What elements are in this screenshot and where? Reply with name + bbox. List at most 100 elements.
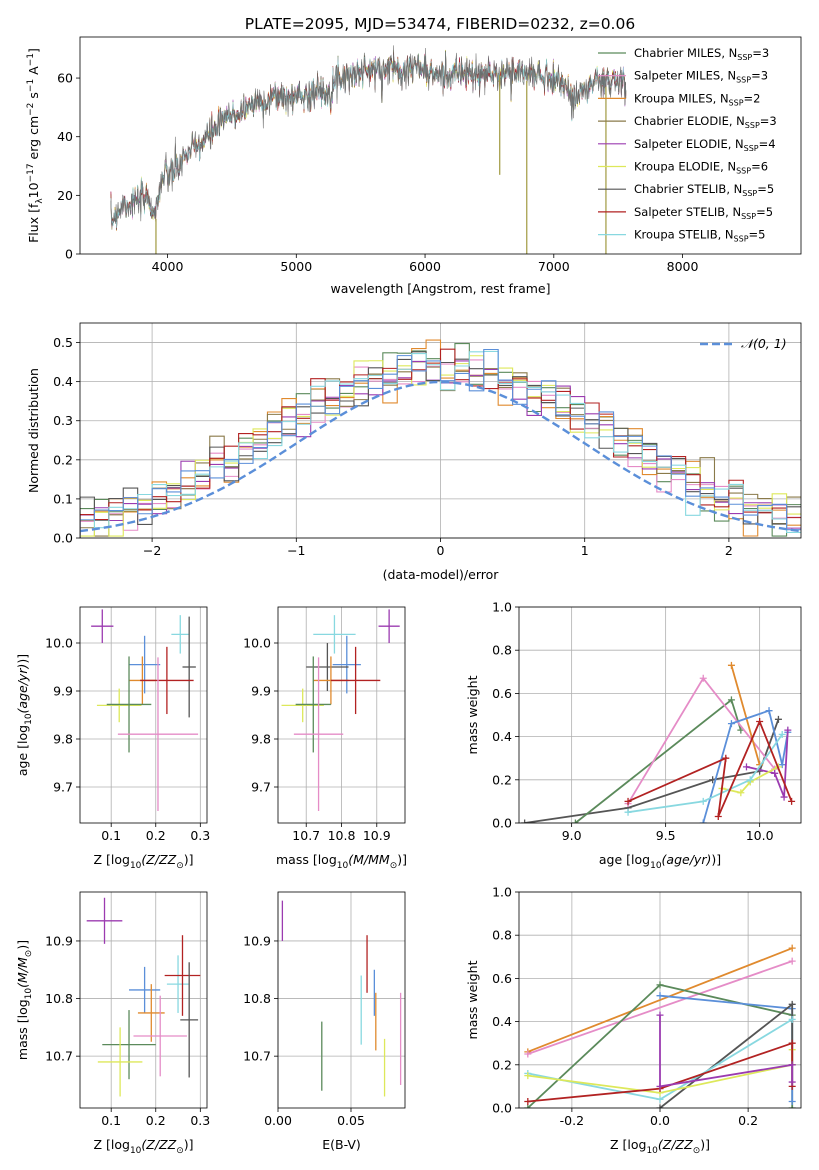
y-tick-label: 9.7 [53, 780, 73, 795]
series-marker [524, 1072, 532, 1080]
legend-part: Kroupa STELIB, N [634, 228, 734, 242]
series-marker [656, 1104, 664, 1108]
legend-part: Chabrier STELIB, N [634, 182, 742, 196]
errorbar-point [86, 897, 123, 944]
legend-part: =3 [752, 46, 769, 60]
series-marker [737, 789, 745, 797]
label-part: )] [700, 1137, 710, 1152]
y-tick-label: 10.9 [243, 933, 271, 948]
x-tick-label: 10.7 [292, 828, 320, 843]
y-tick-label: 0.5 [53, 335, 73, 350]
legend-label: Kroupa STELIB, NSSP=5 [634, 228, 765, 244]
errorbar-point [182, 616, 196, 718]
series-marker [780, 793, 788, 801]
x-axis-label: Z [log10(Z/ZZ⊙)] [93, 1137, 193, 1156]
x-tick-label: 8000 [667, 259, 699, 274]
series-marker [788, 944, 796, 952]
y-tick-label: 20 [57, 188, 73, 203]
y-tick-label: 40 [57, 129, 73, 144]
y-tick-label: 10.9 [45, 933, 73, 948]
y-tick-label: 9.9 [53, 684, 73, 699]
x-axis-label: Z [log10(Z/ZZ⊙)] [610, 1137, 710, 1156]
x-tick-label: 10.0 [746, 828, 774, 843]
series-marker [656, 1082, 664, 1090]
errorbar-point [166, 955, 190, 1013]
label-part: )] [711, 852, 721, 867]
x-axis-label: Z [log10(Z/ZZ⊙)] [93, 852, 193, 871]
axes-frame [79, 606, 208, 824]
x-tick-label: 0.2 [738, 1113, 758, 1128]
label-sub: ⊙ [176, 1146, 184, 1156]
series-marker [656, 981, 664, 989]
y-tick-label: 9.7 [251, 780, 271, 795]
x-tick-label: 4000 [152, 259, 184, 274]
legend-label: Kroupa MILES, NSSP=2 [634, 91, 760, 107]
y-tick-label: 9.8 [251, 732, 271, 747]
y-tick-label: 0.2 [492, 772, 512, 787]
series-marker [656, 1011, 664, 1019]
label-part: −2 [26, 103, 36, 116]
axes-residuals: −2 −1 0 1 2 0.0 0.1 0.2 0.3 0.4 0.5 𝒩(0, 1) (data-mo… [26, 322, 802, 582]
y-tick-label: 10.0 [45, 636, 73, 651]
x-tick-label: 10.8 [328, 828, 356, 843]
legend-label: Salpeter STELIB, NSSP=5 [634, 205, 773, 221]
x-axis-label: E(B-V) [322, 1137, 361, 1152]
axes-frame [79, 891, 208, 1109]
series-salpeter-stelib [624, 717, 796, 821]
x-tick-label: 0.0 [650, 1113, 670, 1128]
series-marker [788, 797, 796, 805]
errorbar-point [306, 643, 349, 691]
y-tick-label: 0.3 [53, 413, 73, 428]
legend-label: Salpeter ELODIE, NSSP=4 [634, 137, 776, 153]
legend-part: =5 [756, 205, 773, 219]
y-axis-label: mass [log10(M/M⊙)] [15, 940, 34, 1060]
series-salpeter-elodie [656, 1011, 796, 1090]
label-part: mass [log [276, 852, 337, 867]
x-tick-label: 0 [437, 543, 445, 558]
label-part: Z [167, 1137, 177, 1152]
y-axis-label: mass weight [465, 675, 480, 754]
series-marker [656, 1095, 664, 1103]
y-tick-label: 9.8 [53, 732, 73, 747]
histogram-normal [80, 348, 801, 538]
legend-label: Chabrier STELIB, NSSP=5 [634, 182, 774, 198]
axes-weight-vs-Z: -0.2 0.0 0.2 0.0 0.2 0.4 0.6 0.8 1.0 mass weight Z… [465, 885, 802, 1156]
y-tick-label: 0.2 [492, 1057, 512, 1072]
label-part: (age/yr) [662, 852, 712, 867]
label-sub: 10 [130, 1146, 142, 1156]
x-tick-label: 5000 [280, 259, 312, 274]
legend-part: Kroupa ELODIE, N [634, 160, 736, 174]
x-tick-label: 0.2 [146, 1113, 166, 1128]
series-marker [624, 808, 632, 816]
legend-part: Salpeter ELODIE, N [634, 137, 744, 151]
errorbar-point [129, 635, 161, 694]
y-tick-label: 0.4 [492, 729, 512, 744]
legend-part: Kroupa MILES, N [634, 91, 729, 105]
label-part: −17 [26, 163, 36, 182]
errorbar-point [171, 615, 190, 654]
errorbar-point [96, 688, 142, 723]
errorbar-point [117, 657, 199, 811]
x-tick-label: 0.3 [190, 828, 210, 843]
series-marker [774, 715, 782, 723]
legend-sub: SSP [741, 212, 756, 221]
axes-frame [277, 891, 406, 1109]
legend-label: Chabrier ELODIE, NSSP=3 [634, 114, 777, 130]
y-tick-label: 0.1 [53, 491, 73, 506]
legend-sub: SSP [734, 235, 749, 244]
series-chabrier-stelib [656, 1000, 796, 1108]
axes-frame [518, 606, 802, 824]
y-tick-label: 1.0 [492, 600, 512, 615]
x-axis-label: mass [log10(M/MM⊙)] [276, 852, 407, 871]
series-line [524, 718, 780, 823]
y-tick-label: 0 [65, 247, 73, 262]
y-tick-label: 9.9 [251, 684, 271, 699]
legend-part: Salpeter MILES, N [634, 69, 736, 83]
label-sub: 10 [650, 861, 662, 871]
series-line [730, 665, 761, 765]
series-salpeter-miles [624, 674, 779, 808]
errorbar-point [313, 615, 356, 654]
figure-title: PLATE=2095, MJD=53474, FIBERID=0232, z=0… [245, 15, 635, 33]
